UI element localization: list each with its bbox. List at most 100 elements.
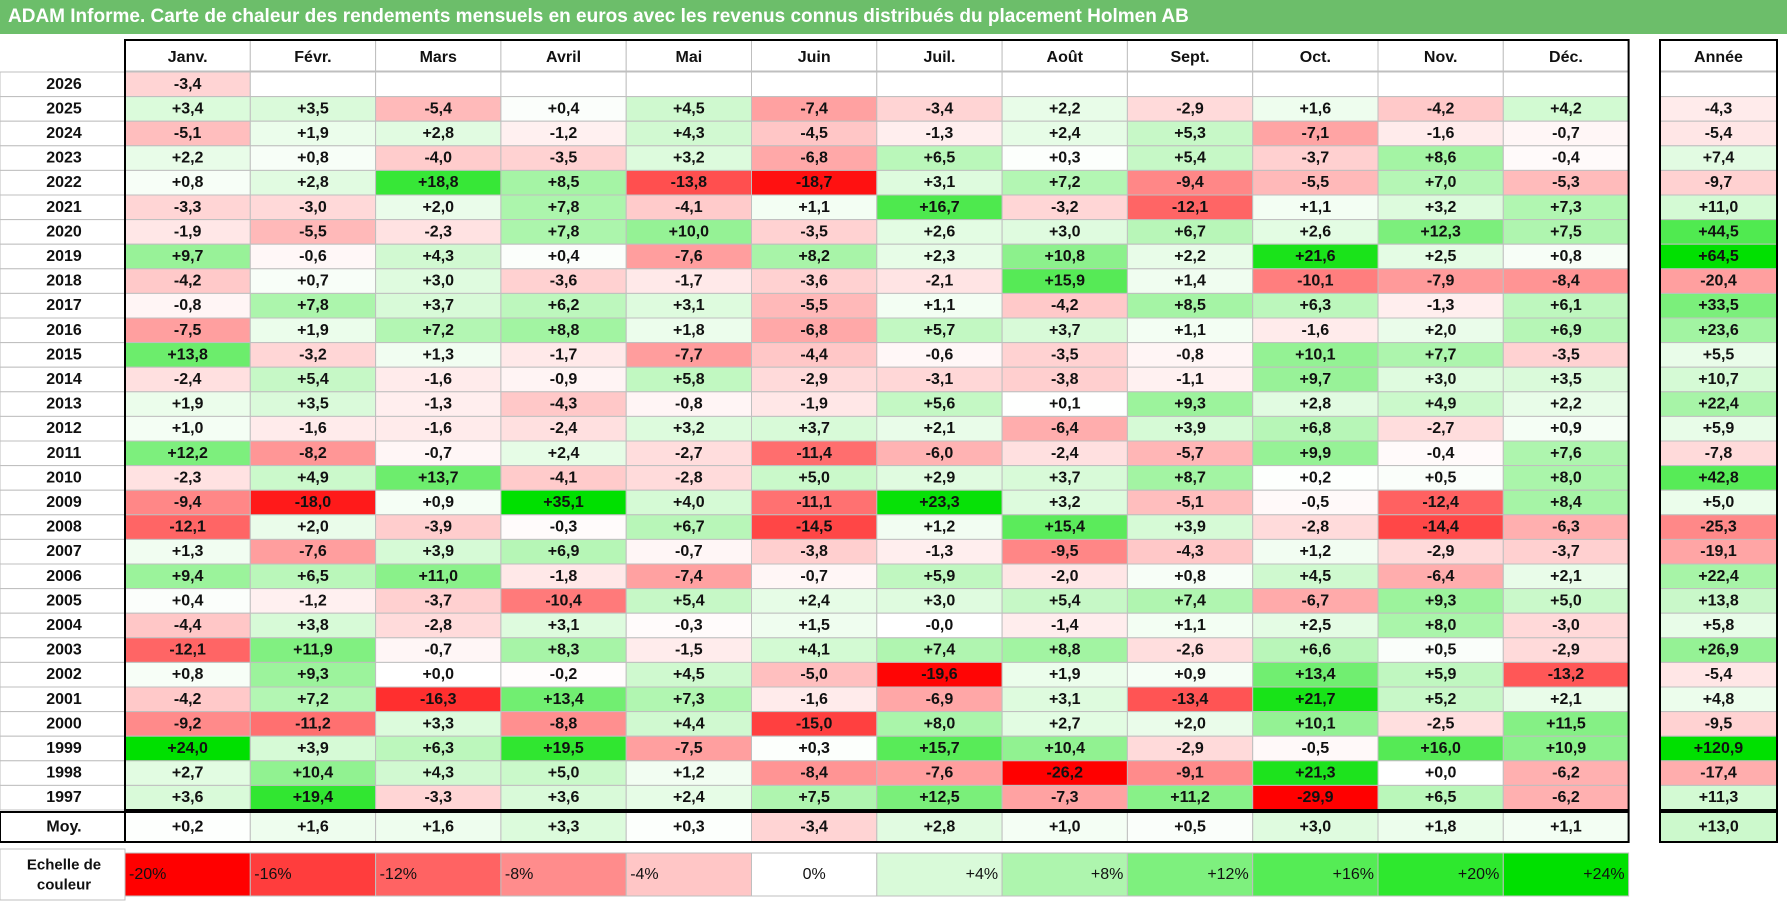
average-cell-value: +0,2 (172, 819, 204, 836)
year-label-cell (0, 784, 126, 811)
heatmap-cell-value: -3,0 (1552, 617, 1580, 634)
heatmap-cell-value: -6,3 (1552, 519, 1580, 536)
heatmap-cell-value: +0,4 (172, 592, 204, 609)
heatmap-cell (1252, 219, 1379, 245)
heatmap-cell-value: -3,4 (174, 76, 202, 93)
year-label-cell (0, 292, 126, 319)
heatmap-cell-value: -3,8 (800, 543, 828, 560)
heatmap-cell-value: +2,0 (1425, 322, 1457, 339)
heatmap-cell-value: +0,3 (1049, 150, 1081, 167)
year-label-cell (0, 268, 126, 294)
chart-title: ADAM Informe. Carte de chaleur des rende… (0, 0, 1787, 34)
heatmap-cell-value: -8,4 (800, 765, 828, 782)
heatmap-cell (1502, 366, 1630, 393)
average-cell-value: +2,8 (924, 819, 956, 836)
heatmap-cell-value: -7,6 (299, 543, 327, 560)
heatmap-cell (1377, 145, 1504, 171)
year-label: 2001 (46, 691, 82, 708)
heatmap-cell-value: +6,7 (673, 519, 705, 536)
year-label: 2014 (46, 371, 82, 388)
heatmap-cell-value: +7,7 (1425, 346, 1457, 363)
heatmap-cell-value: -3,9 (424, 519, 452, 536)
heatmap-cell-value: +8,0 (924, 715, 956, 732)
heatmap-cell-value: +6,5 (1425, 789, 1457, 806)
year-label-cell (0, 96, 126, 122)
heatmap-cell-value: -7,6 (926, 765, 954, 782)
heatmap-cell (876, 686, 1003, 713)
heatmap-cell (1252, 514, 1379, 540)
heatmap-cell-value: -3,7 (1552, 543, 1580, 560)
heatmap-cell (1126, 342, 1254, 368)
heatmap-cell (375, 735, 502, 762)
heatmap-cell (375, 145, 502, 171)
heatmap-cell-value: +1,9 (172, 396, 204, 413)
heatmap-cell (1001, 563, 1128, 590)
heatmap-cell-value: +4,5 (673, 100, 705, 117)
heatmap-cell (500, 588, 627, 614)
average-cell-value: +1,8 (1425, 819, 1457, 836)
heatmap-cell-value: +2,6 (1300, 223, 1332, 240)
heatmap-cell-value: +35,1 (543, 494, 584, 511)
annual-cell (1659, 637, 1778, 663)
average-cell (124, 811, 251, 843)
heatmap-cell-value: -2,3 (424, 223, 452, 240)
month-header-label: Mars (420, 49, 457, 66)
heatmap-cell (625, 120, 753, 147)
heatmap-cell (500, 71, 627, 98)
average-cell-value: +3,0 (1300, 819, 1332, 836)
heatmap-cell-value: -7,7 (675, 346, 703, 363)
heatmap-cell (1377, 465, 1504, 491)
heatmap-cell-value: +0,8 (1550, 248, 1582, 265)
heatmap-cell-value: +3,5 (297, 396, 329, 413)
heatmap-cell (751, 661, 878, 688)
heatmap-cell-value: +5,6 (924, 396, 956, 413)
annual-cell (1659, 735, 1778, 762)
heatmap-cell (625, 612, 753, 639)
heatmap-cell (1126, 661, 1254, 688)
heatmap-cell (375, 317, 502, 344)
heatmap-cell (375, 538, 502, 565)
heatmap-cell (876, 661, 1003, 688)
heatmap-cell-value: -6,0 (926, 445, 954, 462)
heatmap-cell (751, 489, 878, 516)
heatmap-cell-value: -1,9 (174, 223, 202, 240)
heatmap-cell (249, 391, 377, 417)
heatmap-cell (1001, 243, 1128, 270)
annual-cell-value: +11,3 (1699, 789, 1739, 806)
average-cell-value: +1,1 (1550, 819, 1582, 836)
heatmap-cell-value: -9,1 (1176, 765, 1204, 782)
heatmap-cell-value: +12,3 (1420, 223, 1461, 240)
annual-cell (1659, 71, 1778, 98)
heatmap-cell-value: -0,8 (1176, 346, 1204, 363)
heatmap-cell-value: -3,2 (1051, 199, 1079, 216)
heatmap-cell (249, 219, 377, 245)
heatmap-cell (876, 784, 1003, 811)
heatmap-cell (124, 588, 251, 614)
heatmap-cell-value: +10,8 (1045, 248, 1086, 265)
heatmap-cell-value: +7,8 (548, 199, 580, 216)
average-annual-cell (1659, 811, 1778, 843)
heatmap-cell (625, 71, 753, 98)
heatmap-cell-value: -7,4 (800, 100, 828, 117)
annual-cell-value: +42,8 (1698, 469, 1739, 486)
heatmap-cell-value: +3,6 (548, 789, 580, 806)
year-label: 2004 (46, 617, 82, 634)
annual-header-label: Année (1694, 49, 1743, 66)
average-cell-value: +0,5 (1174, 819, 1206, 836)
scale-swatch (500, 852, 627, 897)
month-header-label: Sept. (1170, 49, 1209, 66)
month-header-label: Déc. (1549, 49, 1583, 66)
heatmap-cell-value: +2,9 (924, 469, 956, 486)
year-label: 2017 (46, 297, 82, 314)
month-header-label: Juin (798, 49, 831, 66)
heatmap-cell (625, 784, 753, 811)
heatmap-cell-value: +2,4 (673, 789, 705, 806)
year-label: 2026 (46, 76, 82, 93)
heatmap-cell-value: -2,9 (800, 371, 828, 388)
heatmap-cell-value: -2,3 (174, 469, 202, 486)
year-label: 2020 (46, 223, 82, 240)
heatmap-cell (1001, 637, 1128, 663)
heatmap-cell-value: +6,5 (297, 568, 329, 585)
heatmap-cell-value: +4,3 (422, 248, 454, 265)
heatmap-cell-value: -7,5 (675, 740, 703, 757)
